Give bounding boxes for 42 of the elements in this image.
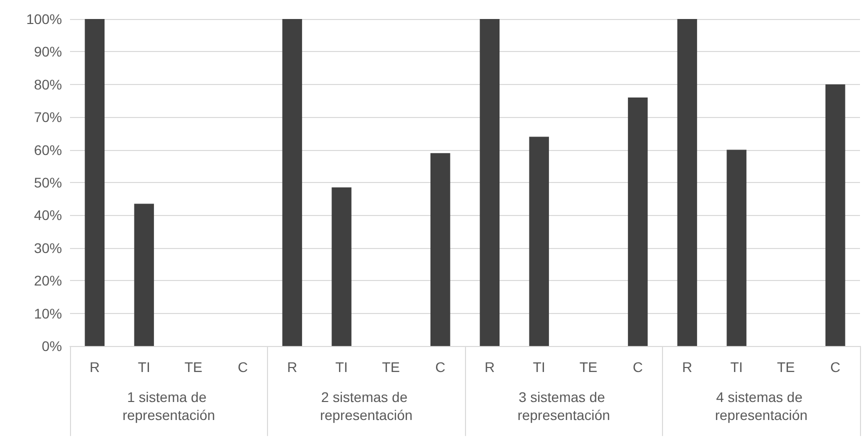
x-tick-label: TE: [579, 359, 598, 375]
text: 1 sistema de representación: [122, 389, 216, 423]
y-tick-label: 40%: [34, 207, 62, 224]
x-tick-label: R: [287, 359, 298, 375]
x-tick-label: TE: [382, 359, 400, 375]
x-tick-label: R: [90, 359, 100, 375]
bar: [628, 97, 648, 346]
text: 2 sistemas de representación: [320, 389, 413, 423]
y-tick-label: 70%: [34, 109, 62, 126]
bar: [84, 19, 105, 346]
y-tick-label: 90%: [34, 44, 62, 60]
y-tick-label: 30%: [34, 240, 62, 256]
bar: [726, 150, 746, 346]
text: 3 sistemas de representación: [517, 389, 610, 423]
y-tick-label: 60%: [34, 142, 62, 158]
x-tick-label: TI: [730, 359, 743, 375]
x-tick-label: C: [830, 359, 840, 375]
bar: [480, 19, 500, 346]
x-tick-label: C: [238, 359, 248, 375]
bar: [282, 19, 302, 346]
x-tick-label: TE: [184, 359, 202, 375]
x-tick-label: TI: [532, 359, 546, 375]
x-tick-label: R: [682, 359, 692, 375]
bar: [430, 153, 450, 346]
x-tick-label: TE: [776, 359, 795, 375]
y-tick-label: 50%: [34, 174, 62, 190]
bar: [134, 204, 154, 346]
x-tick-label: C: [435, 359, 446, 375]
y-tick-label: 100%: [26, 11, 62, 27]
bar: [677, 19, 698, 346]
bar: [825, 84, 846, 346]
bar: [332, 187, 352, 346]
bar: [529, 136, 549, 346]
x-tick-label: C: [632, 359, 643, 375]
x-tick-label: TI: [335, 359, 348, 375]
y-tick-label: 80%: [34, 76, 62, 92]
y-tick-label: 0%: [42, 338, 62, 354]
x-tick-label: TI: [138, 359, 150, 375]
text: 4 sistemas de representación: [714, 389, 808, 423]
y-tick-label: 20%: [34, 272, 62, 289]
y-tick-label: 10%: [34, 305, 62, 322]
x-tick-label: R: [484, 359, 495, 375]
